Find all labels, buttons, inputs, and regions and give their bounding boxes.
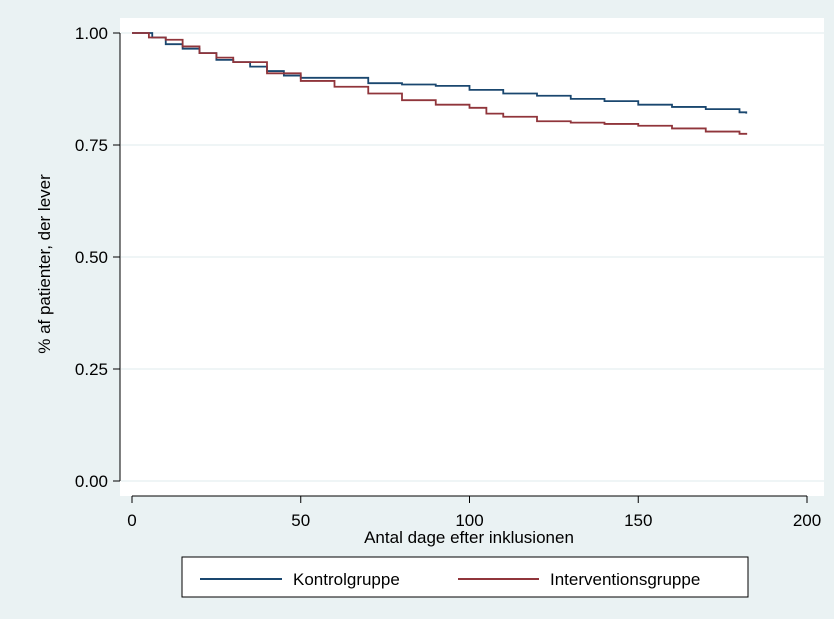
x-tick-label: 100 [455,511,483,530]
y-tick-label: 0.75 [75,136,108,155]
y-axis-title: % af patienter, der lever [35,174,54,354]
y-tick-label: 0.00 [75,472,108,491]
x-tick-label: 0 [127,511,136,530]
y-tick-label: 0.25 [75,360,108,379]
y-tick-label: 0.50 [75,248,108,267]
series-lines [132,32,748,135]
legend-label-kontrolgruppe: Kontrolgruppe [293,570,400,589]
legend: Kontrolgruppe Interventionsgruppe [181,556,749,598]
legend-label-interventionsgruppe: Interventionsgruppe [550,570,700,589]
x-tick-label: 200 [793,511,821,530]
x-tick-label: 50 [291,511,310,530]
gridlines [121,32,824,482]
x-tick-label: 150 [624,511,652,530]
x-axis-title: Antal dage efter inklusionen [364,528,574,547]
y-tick-label: 1.00 [75,24,108,43]
legend-box [181,556,749,598]
tick-labels: 0.00 0.25 0.50 0.75 1.00 0 50 100 150 200 [75,24,821,530]
series-line-interventionsgruppe [132,32,748,135]
